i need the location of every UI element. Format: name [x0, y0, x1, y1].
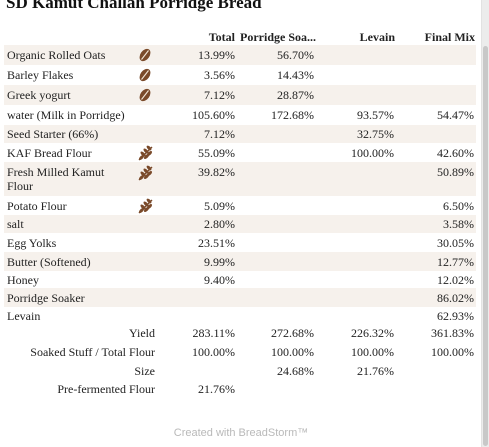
ingredient-row[interactable]: water (Milk in Porridge) 105.60% 172.68% 93…	[4, 105, 476, 125]
summary-label: Soaked Stuff / Total Flour	[30, 345, 155, 359]
levain-value: 100.00%	[351, 146, 394, 160]
total-value: 5.09%	[204, 199, 235, 213]
total-value: 9.40%	[204, 273, 235, 287]
ingredient-row[interactable]: Potato Flour 5.09% 6.50%	[4, 196, 476, 215]
ingredient-name: Porridge Soaker	[7, 291, 85, 305]
grain-seed-icon	[137, 47, 155, 63]
final-mix-value: 3.58%	[443, 217, 474, 231]
total-value: 7.12%	[204, 127, 235, 141]
summary-levain-value: 226.32%	[351, 326, 394, 340]
ingredient-name: Barley Flakes	[7, 68, 74, 82]
summary-total-value: 100.00%	[192, 345, 235, 359]
summary-final-mix-value: 100.00%	[431, 345, 474, 359]
ingredient-name: Organic Rolled Oats	[7, 48, 106, 62]
total-value: 9.99%	[204, 255, 235, 269]
total-value: 13.99%	[198, 48, 235, 62]
ingredient-row[interactable]: Organic Rolled Oats 13.99% 56.70%	[4, 45, 476, 65]
total-value: 39.82%	[198, 165, 235, 179]
summary-total-value: 21.76%	[198, 382, 235, 396]
ingredient-name: Butter (Softened)	[7, 255, 91, 269]
ingredient-name: Egg Yolks	[7, 236, 57, 250]
grain-seed-icon	[137, 87, 155, 103]
final-mix-value: 86.02%	[437, 291, 474, 305]
column-header-levain[interactable]: Levain	[359, 30, 395, 44]
ingredient-row[interactable]: Seed Starter (66%) 7.12% 32.75%	[4, 125, 476, 143]
wheat-icon	[137, 198, 155, 214]
summary-total-value: 283.11%	[192, 326, 235, 340]
ingredient-name: salt	[7, 217, 24, 231]
ingredient-row[interactable]: Fresh Milled Kamut Flour 39.82% 50.89%	[4, 162, 476, 196]
summary-porridge-soaker-value: 24.68%	[277, 364, 314, 378]
ingredient-name: Levain	[7, 309, 41, 323]
porridge-soaker-value: 14.43%	[277, 68, 314, 82]
levain-value: 93.57%	[357, 108, 394, 122]
final-mix-value: 54.47%	[437, 108, 474, 122]
ingredient-row[interactable]: Barley Flakes 3.56% 14.43%	[4, 65, 476, 85]
ingredient-row[interactable]: Porridge Soaker 86.02%	[4, 288, 476, 307]
recipe-title: SD Kamut Challah Porridge Bread	[6, 0, 262, 12]
ingredient-row[interactable]: salt 2.80% 3.58%	[4, 215, 476, 233]
vertical-scrollbar[interactable]	[481, 0, 489, 447]
final-mix-value: 62.93%	[437, 309, 474, 323]
summary-porridge-soaker-value: 100.00%	[271, 345, 314, 359]
final-mix-value: 12.77%	[437, 255, 474, 269]
ingredient-row[interactable]: Butter (Softened) 9.99% 12.77%	[4, 252, 476, 271]
summary-label: Pre-fermented Flour	[57, 382, 155, 396]
ingredient-name: Greek yogurt	[7, 88, 71, 102]
total-value: 3.56%	[204, 68, 235, 82]
column-header-total[interactable]: Total	[208, 30, 235, 44]
ingredient-name: Fresh Milled Kamut Flour	[7, 165, 105, 193]
ingredient-row[interactable]: Greek yogurt 7.12% 28.87%	[4, 85, 476, 105]
ingredient-row[interactable]: Levain 62.93%	[4, 307, 476, 325]
final-mix-value: 12.02%	[437, 273, 474, 287]
wheat-icon	[137, 165, 155, 181]
footer-credit: Created with BreadStorm™	[173, 427, 309, 439]
ingredient-name: water (Milk in Porridge)	[7, 108, 125, 122]
summary-label: Yield	[129, 326, 155, 340]
total-value: 23.51%	[198, 236, 235, 250]
final-mix-value: 6.50%	[443, 199, 474, 213]
summary-label: Size	[134, 364, 155, 378]
column-header-porridge-soaker[interactable]: Porridge Soa...	[240, 30, 316, 44]
porridge-soaker-value: 172.68%	[271, 108, 314, 122]
summary-levain-value: 100.00%	[351, 345, 394, 359]
ingredient-name: Seed Starter (66%)	[7, 127, 99, 141]
grain-seed-icon	[137, 67, 155, 83]
scrollbar-thumb[interactable]	[483, 46, 488, 446]
ingredient-name: Potato Flour	[7, 199, 67, 213]
ingredient-row[interactable]: Egg Yolks 23.51% 30.05%	[4, 233, 476, 252]
total-value: 2.80%	[204, 217, 235, 231]
summary-porridge-soaker-value: 272.68%	[271, 326, 314, 340]
total-value: 105.60%	[192, 108, 235, 122]
ingredient-row[interactable]: Honey 9.40% 12.02%	[4, 271, 476, 288]
total-value: 55.09%	[198, 146, 235, 160]
total-value: 7.12%	[204, 88, 235, 102]
porridge-soaker-value: 28.87%	[277, 88, 314, 102]
levain-value: 32.75%	[357, 127, 394, 141]
wheat-icon	[137, 145, 155, 161]
ingredient-row[interactable]: KAF Bread Flour 55.09% 100.00% 42.60%	[4, 143, 476, 162]
ingredient-name: KAF Bread Flour	[7, 146, 92, 160]
final-mix-value: 50.89%	[437, 165, 474, 179]
summary-final-mix-value: 361.83%	[431, 326, 474, 340]
final-mix-value: 30.05%	[437, 236, 474, 250]
ingredient-name: Honey	[7, 273, 39, 287]
porridge-soaker-value: 56.70%	[277, 48, 314, 62]
column-header-final-mix[interactable]: Final Mix	[424, 30, 475, 44]
summary-levain-value: 21.76%	[357, 364, 394, 378]
final-mix-value: 42.60%	[437, 146, 474, 160]
